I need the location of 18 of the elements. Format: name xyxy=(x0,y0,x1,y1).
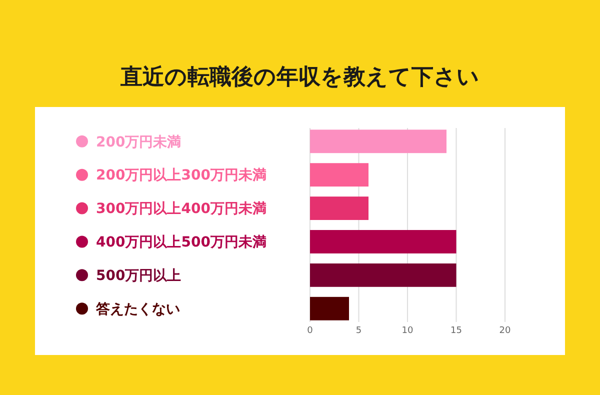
y-tick-label: 500万円以上 xyxy=(96,268,182,284)
y-tick-label: 答えたくない xyxy=(95,302,180,318)
bar xyxy=(310,130,446,154)
bar xyxy=(310,163,368,187)
x-tick-label: 15 xyxy=(450,326,462,336)
bar xyxy=(310,196,368,220)
bar xyxy=(310,296,349,320)
bar xyxy=(310,263,456,287)
x-tick-label: 5 xyxy=(356,326,362,336)
x-tick-label: 0 xyxy=(307,326,314,336)
x-tick-label: 20 xyxy=(499,326,511,336)
x-tick-label: 10 xyxy=(402,326,414,336)
y-tick-label: 300万円以上400万円未満 xyxy=(96,201,266,218)
y-tick-label: 400万円以上500万円未満 xyxy=(96,234,266,251)
y-tick-label: 200万円以上300万円未満 xyxy=(96,168,266,184)
y-tick-label: 200万円未満 xyxy=(96,134,182,150)
chart-title: 直近の転職後の年収を教えて下さい xyxy=(120,65,480,90)
bar xyxy=(310,230,456,254)
